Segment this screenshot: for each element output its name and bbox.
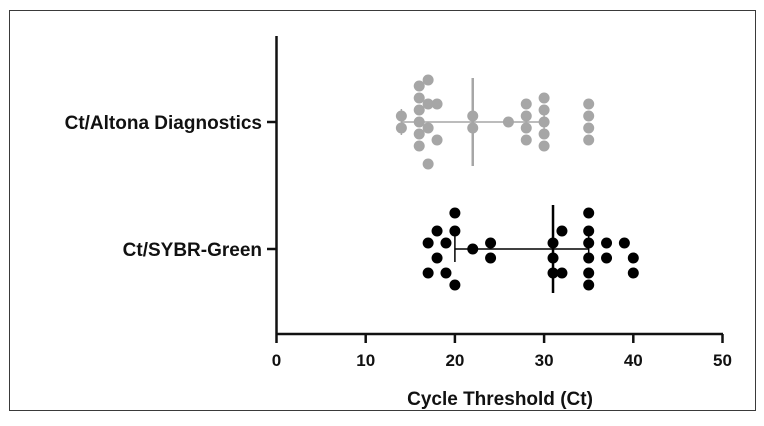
data-point xyxy=(583,110,595,122)
data-point xyxy=(413,116,425,128)
data-point xyxy=(485,237,497,249)
data-point xyxy=(583,122,595,134)
data-point xyxy=(547,252,559,264)
data-point xyxy=(449,279,461,291)
data-point xyxy=(440,237,452,249)
category-label: Ct/Altona Diagnostics xyxy=(65,113,262,134)
x-ticks: 0 10 20 30 40 50 xyxy=(272,334,732,370)
data-point xyxy=(583,98,595,110)
data-point xyxy=(538,92,550,104)
series-group xyxy=(395,74,595,170)
data-point xyxy=(413,140,425,152)
x-tick-label: 10 xyxy=(356,351,375,370)
data-point xyxy=(556,225,568,237)
data-point xyxy=(422,122,434,134)
data-point xyxy=(583,237,595,249)
data-point xyxy=(440,267,452,279)
data-point xyxy=(431,134,443,146)
data-point xyxy=(583,207,595,219)
data-point xyxy=(520,134,532,146)
data-point xyxy=(583,279,595,291)
data-point xyxy=(583,134,595,146)
data-point xyxy=(583,225,595,237)
data-point xyxy=(449,225,461,237)
data-point xyxy=(422,74,434,86)
data-point xyxy=(467,110,479,122)
data-point xyxy=(538,128,550,140)
data-point xyxy=(520,98,532,110)
data-point xyxy=(485,252,497,264)
data-point xyxy=(547,267,559,279)
data-point xyxy=(547,237,559,249)
data-point xyxy=(583,252,595,264)
data-point xyxy=(413,80,425,92)
plot-area xyxy=(395,74,639,293)
y-ticks: Ct/Altona Diagnostics Ct/SYBR-Green xyxy=(65,113,277,261)
data-point xyxy=(413,92,425,104)
x-tick-label: 30 xyxy=(535,351,554,370)
data-point xyxy=(627,267,639,279)
data-point xyxy=(618,237,630,249)
data-point xyxy=(467,122,479,134)
data-point xyxy=(413,128,425,140)
data-point xyxy=(601,237,613,249)
data-point xyxy=(422,98,434,110)
category-label: Ct/SYBR-Green xyxy=(123,240,262,261)
data-point xyxy=(395,122,407,134)
data-point xyxy=(556,267,568,279)
series-group xyxy=(422,205,639,293)
data-point xyxy=(538,104,550,116)
data-point xyxy=(627,252,639,264)
data-point xyxy=(502,116,514,128)
data-point xyxy=(395,110,407,122)
data-point xyxy=(538,116,550,128)
data-point xyxy=(583,267,595,279)
data-point xyxy=(422,237,434,249)
x-axis-title: Cycle Threshold (Ct) xyxy=(407,389,593,410)
x-tick-label: 50 xyxy=(713,351,732,370)
data-point xyxy=(413,104,425,116)
data-point xyxy=(467,243,479,255)
data-point xyxy=(601,252,613,264)
data-point xyxy=(431,252,443,264)
data-point xyxy=(449,207,461,219)
x-tick-label: 40 xyxy=(624,351,643,370)
figure-border xyxy=(9,10,756,411)
x-tick-label: 20 xyxy=(445,351,464,370)
x-tick-label: 0 xyxy=(272,351,281,370)
data-point xyxy=(520,122,532,134)
data-point xyxy=(422,267,434,279)
data-point xyxy=(520,110,532,122)
data-point xyxy=(431,98,443,110)
data-point xyxy=(422,158,434,170)
data-point xyxy=(538,140,550,152)
data-point xyxy=(431,225,443,237)
